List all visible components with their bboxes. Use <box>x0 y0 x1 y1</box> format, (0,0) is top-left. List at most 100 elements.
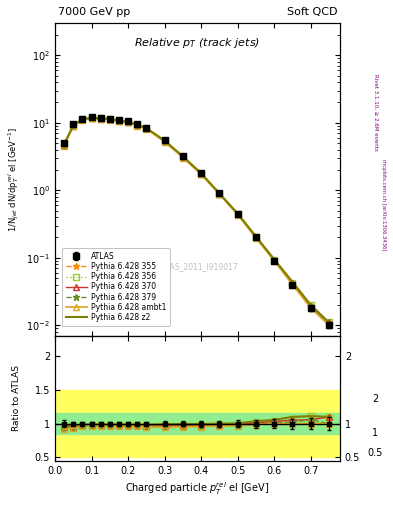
Pythia 6.428 370 <box>135 122 140 128</box>
Pythia 6.428 379 <box>126 119 130 125</box>
Pythia 6.428 ambt1 <box>117 118 121 124</box>
Pythia 6.428 ambt1 <box>290 282 295 288</box>
Pythia 6.428 ambt1 <box>126 119 130 125</box>
Text: Rivet 3.1.10, ≥ 2.6M events: Rivet 3.1.10, ≥ 2.6M events <box>373 74 378 151</box>
Pythia 6.428 355 <box>180 154 185 160</box>
Pythia 6.428 370 <box>272 257 277 263</box>
Pythia 6.428 356 <box>180 154 185 160</box>
Pythia 6.428 356 <box>117 117 121 123</box>
Pythia 6.428 z2 <box>144 125 149 131</box>
Pythia 6.428 356 <box>107 116 112 122</box>
Pythia 6.428 355 <box>144 125 149 132</box>
Pythia 6.428 z2 <box>162 138 167 144</box>
Pythia 6.428 370 <box>80 116 85 122</box>
Pythia 6.428 370 <box>309 304 313 310</box>
Pythia 6.428 356 <box>199 170 204 177</box>
Pythia 6.428 379 <box>80 117 85 123</box>
Pythia 6.428 ambt1 <box>89 115 94 121</box>
Pythia 6.428 355 <box>126 119 130 125</box>
Pythia 6.428 z2 <box>126 119 130 125</box>
Pythia 6.428 z2 <box>235 210 240 217</box>
Pythia 6.428 355 <box>62 142 66 148</box>
Pythia 6.428 379 <box>235 211 240 218</box>
Pythia 6.428 356 <box>235 210 240 217</box>
Text: 0.5: 0.5 <box>367 448 383 458</box>
Pythia 6.428 356 <box>327 319 331 326</box>
Pythia 6.428 356 <box>272 257 277 263</box>
Pythia 6.428 379 <box>135 122 140 129</box>
Bar <box>55 414 340 434</box>
Pythia 6.428 370 <box>235 211 240 217</box>
Pythia 6.428 ambt1 <box>309 305 313 311</box>
Pythia 6.428 z2 <box>117 117 121 123</box>
Pythia 6.428 379 <box>309 304 313 310</box>
Pythia 6.428 370 <box>144 125 149 132</box>
Pythia 6.428 ambt1 <box>235 211 240 218</box>
Pythia 6.428 356 <box>253 233 258 240</box>
Line: Pythia 6.428 ambt1: Pythia 6.428 ambt1 <box>61 115 332 329</box>
Pythia 6.428 379 <box>290 281 295 287</box>
Pythia 6.428 356 <box>217 190 222 197</box>
Pythia 6.428 355 <box>135 122 140 129</box>
Pythia 6.428 370 <box>71 122 75 129</box>
Legend: ATLAS, Pythia 6.428 355, Pythia 6.428 356, Pythia 6.428 370, Pythia 6.428 379, P: ATLAS, Pythia 6.428 355, Pythia 6.428 35… <box>62 248 170 326</box>
Pythia 6.428 370 <box>217 191 222 197</box>
Pythia 6.428 370 <box>98 116 103 122</box>
Pythia 6.428 355 <box>327 319 331 326</box>
Pythia 6.428 ambt1 <box>144 126 149 132</box>
Pythia 6.428 356 <box>80 116 85 122</box>
Pythia 6.428 356 <box>71 122 75 129</box>
Pythia 6.428 z2 <box>62 141 66 147</box>
Pythia 6.428 356 <box>290 280 295 286</box>
Pythia 6.428 355 <box>272 257 277 263</box>
Bar <box>55 390 340 457</box>
Pythia 6.428 z2 <box>217 190 222 197</box>
Pythia 6.428 379 <box>62 142 66 148</box>
Pythia 6.428 ambt1 <box>107 117 112 123</box>
Pythia 6.428 379 <box>162 139 167 145</box>
Line: Pythia 6.428 z2: Pythia 6.428 z2 <box>64 118 329 323</box>
Pythia 6.428 ambt1 <box>80 117 85 123</box>
Line: Pythia 6.428 370: Pythia 6.428 370 <box>61 115 332 326</box>
Pythia 6.428 379 <box>144 125 149 132</box>
Pythia 6.428 z2 <box>290 279 295 285</box>
Pythia 6.428 z2 <box>199 170 204 176</box>
Pythia 6.428 356 <box>309 302 313 308</box>
Pythia 6.428 z2 <box>80 116 85 122</box>
Text: 1: 1 <box>372 428 378 438</box>
Pythia 6.428 370 <box>117 118 121 124</box>
Pythia 6.428 379 <box>71 123 75 129</box>
Pythia 6.428 370 <box>126 119 130 125</box>
Pythia 6.428 ambt1 <box>162 139 167 145</box>
Pythia 6.428 370 <box>107 116 112 122</box>
Pythia 6.428 z2 <box>71 122 75 129</box>
Pythia 6.428 ambt1 <box>71 123 75 129</box>
Pythia 6.428 ambt1 <box>62 142 66 148</box>
Pythia 6.428 ambt1 <box>217 191 222 198</box>
Pythia 6.428 ambt1 <box>253 235 258 241</box>
Pythia 6.428 370 <box>253 234 258 240</box>
Pythia 6.428 355 <box>199 171 204 177</box>
Text: Relative $p_T$ (track jets): Relative $p_T$ (track jets) <box>134 35 261 50</box>
Pythia 6.428 355 <box>89 115 94 121</box>
Text: 7000 GeV pp: 7000 GeV pp <box>58 7 130 17</box>
Pythia 6.428 370 <box>62 141 66 147</box>
Text: 2: 2 <box>372 394 378 404</box>
Pythia 6.428 356 <box>144 125 149 131</box>
Pythia 6.428 ambt1 <box>180 155 185 161</box>
Text: ATLAS_2011_I919017: ATLAS_2011_I919017 <box>156 263 239 271</box>
Pythia 6.428 355 <box>253 234 258 241</box>
Pythia 6.428 z2 <box>309 302 313 308</box>
Pythia 6.428 356 <box>89 115 94 121</box>
Pythia 6.428 355 <box>235 211 240 218</box>
Pythia 6.428 z2 <box>98 115 103 121</box>
Pythia 6.428 355 <box>162 138 167 144</box>
Pythia 6.428 z2 <box>180 153 185 159</box>
Pythia 6.428 379 <box>117 118 121 124</box>
Pythia 6.428 ambt1 <box>135 122 140 129</box>
Pythia 6.428 379 <box>217 191 222 197</box>
X-axis label: Charged particle $p_T^{rel}$ el [GeV]: Charged particle $p_T^{rel}$ el [GeV] <box>125 480 270 497</box>
Pythia 6.428 355 <box>107 116 112 122</box>
Y-axis label: Ratio to ATLAS: Ratio to ATLAS <box>12 365 21 431</box>
Pythia 6.428 356 <box>62 141 66 147</box>
